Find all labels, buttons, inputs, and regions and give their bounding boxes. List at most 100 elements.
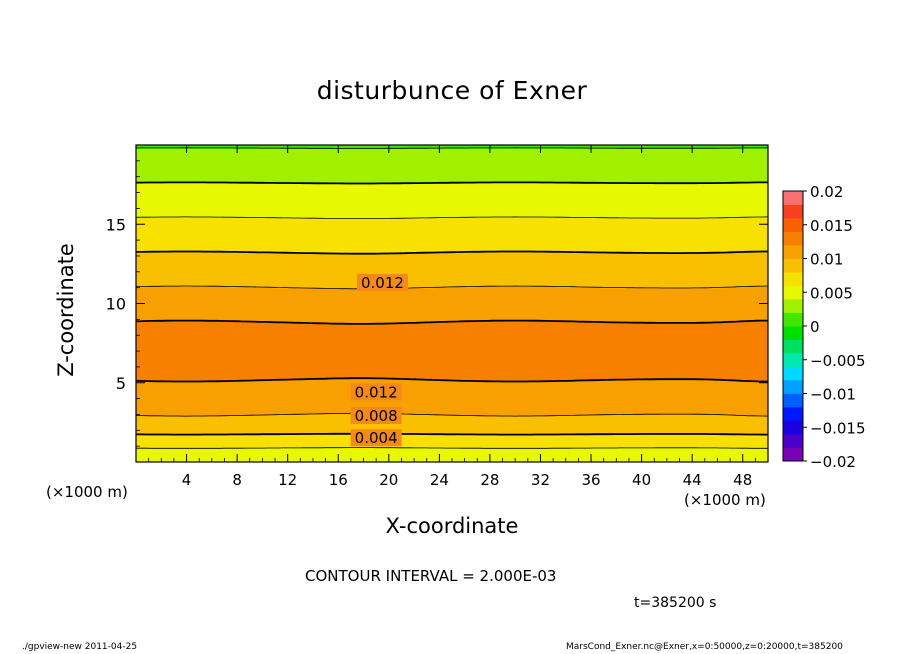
contour-band-cell <box>196 182 200 218</box>
contour-band-cell <box>701 148 706 184</box>
contour-band-cell <box>136 148 140 183</box>
contour-band-cell <box>458 380 463 416</box>
contour-band-cell <box>395 323 399 380</box>
contour-band-cell <box>628 183 633 219</box>
contour-band-cell <box>306 447 311 462</box>
contour-band-cell <box>483 217 488 253</box>
contour-band-cell <box>331 378 336 415</box>
contour-band-cell <box>581 415 586 435</box>
contour-band-cell <box>534 434 538 450</box>
contour-band-cell <box>594 183 598 219</box>
contour-band-cell <box>259 415 263 435</box>
contour-band-cell <box>354 447 358 462</box>
contour-band-cell <box>297 322 301 381</box>
contour-band-cell <box>391 447 396 462</box>
contour-band-cell <box>290 414 295 435</box>
contour-band-cell <box>761 320 766 382</box>
contour-band-cell <box>240 148 245 184</box>
contour-band-cell <box>401 378 406 415</box>
contour-band-cell <box>227 434 232 450</box>
contour-band-cell <box>562 415 567 435</box>
contour-band-cell <box>736 434 741 449</box>
contour-band-cell <box>534 286 538 322</box>
contour-band-cell <box>325 148 330 184</box>
contour-band-cell <box>764 320 768 382</box>
contour-band-cell <box>202 148 207 183</box>
contour-band-cell <box>625 322 630 381</box>
contour-band-cell <box>360 218 365 255</box>
contour-band-cell <box>610 379 614 416</box>
contour-band-cell <box>237 251 241 288</box>
contour-band-cell <box>635 217 640 254</box>
contour-band-cell <box>496 217 500 252</box>
contour-band-cell <box>173 182 178 218</box>
contour-band-cell <box>499 145 504 149</box>
contour-band-cell <box>543 434 548 450</box>
contour-band-cell <box>641 434 646 449</box>
contour-band-cell <box>619 434 624 449</box>
contour-band-cell <box>224 182 229 218</box>
contour-band-cell <box>761 182 766 218</box>
contour-band-cell <box>448 251 453 288</box>
contour-band-cell <box>758 217 763 252</box>
contour-band-cell <box>534 381 538 417</box>
contour-band-cell <box>527 448 532 462</box>
contour-band-cell <box>537 251 542 287</box>
contour-band-cell <box>613 183 617 219</box>
contour-band-cell <box>692 447 696 462</box>
contour-band-cell <box>632 145 636 149</box>
contour-band-cell <box>161 320 166 382</box>
contour-band-cell <box>458 183 463 218</box>
contour-band-cell <box>666 148 671 184</box>
contour-band-cell <box>360 447 365 462</box>
contour-band-cell <box>755 251 760 287</box>
contour-band-cell <box>578 145 583 149</box>
contour-band-cell <box>610 252 614 289</box>
contour-band-cell <box>499 434 504 450</box>
contour-band-cell <box>483 416 488 435</box>
contour-band-cell <box>139 251 143 288</box>
contour-band-cell <box>395 148 399 184</box>
contour-band-cell <box>177 251 181 287</box>
contour-band-cell <box>161 448 166 462</box>
contour-band-cell <box>196 448 200 462</box>
contour-band-cell <box>758 145 763 149</box>
contour-band-cell <box>417 148 421 184</box>
contour-band-cell <box>287 148 292 184</box>
contour-band-cell <box>208 148 213 183</box>
contour-band-cell <box>442 251 447 288</box>
contour-band-cell <box>331 413 336 435</box>
contour-band-cell <box>660 322 665 381</box>
contour-band-cell <box>515 145 519 149</box>
contour-band-cell <box>486 320 491 382</box>
contour-band-cell <box>328 253 333 290</box>
contour-band-cell <box>322 183 327 220</box>
contour-band-cell <box>467 415 472 435</box>
contour-band-cell <box>139 286 143 322</box>
contour-band-cell <box>572 415 576 435</box>
contour-band-cell <box>632 447 636 462</box>
contour-band-cell <box>338 324 342 379</box>
contour-band-cell <box>161 251 166 287</box>
contour-band-cell <box>259 217 263 253</box>
x-tick-label: 12 <box>278 471 297 489</box>
contour-band-cell <box>436 217 440 254</box>
x-tick-label: 16 <box>329 471 348 489</box>
contour-band-cell <box>224 434 229 450</box>
contour-band-cell <box>628 414 633 435</box>
contour-band-cell <box>720 414 725 435</box>
contour-band-cell <box>679 447 684 462</box>
contour-band-cell <box>252 321 257 381</box>
contour-band-cell <box>344 218 349 255</box>
contour-band-cell <box>420 379 425 416</box>
contour-band-cell <box>641 322 646 381</box>
contour-band-cell <box>429 287 434 324</box>
contour-band-cell <box>233 381 238 416</box>
contour-band-cell <box>436 183 440 219</box>
x-tick-label: 28 <box>480 471 499 489</box>
contour-band-cell <box>202 434 207 450</box>
contour-band-cell <box>480 286 485 322</box>
contour-band-cell <box>673 287 677 324</box>
contour-band-cell <box>240 183 245 218</box>
contour-band-cell <box>701 447 706 462</box>
